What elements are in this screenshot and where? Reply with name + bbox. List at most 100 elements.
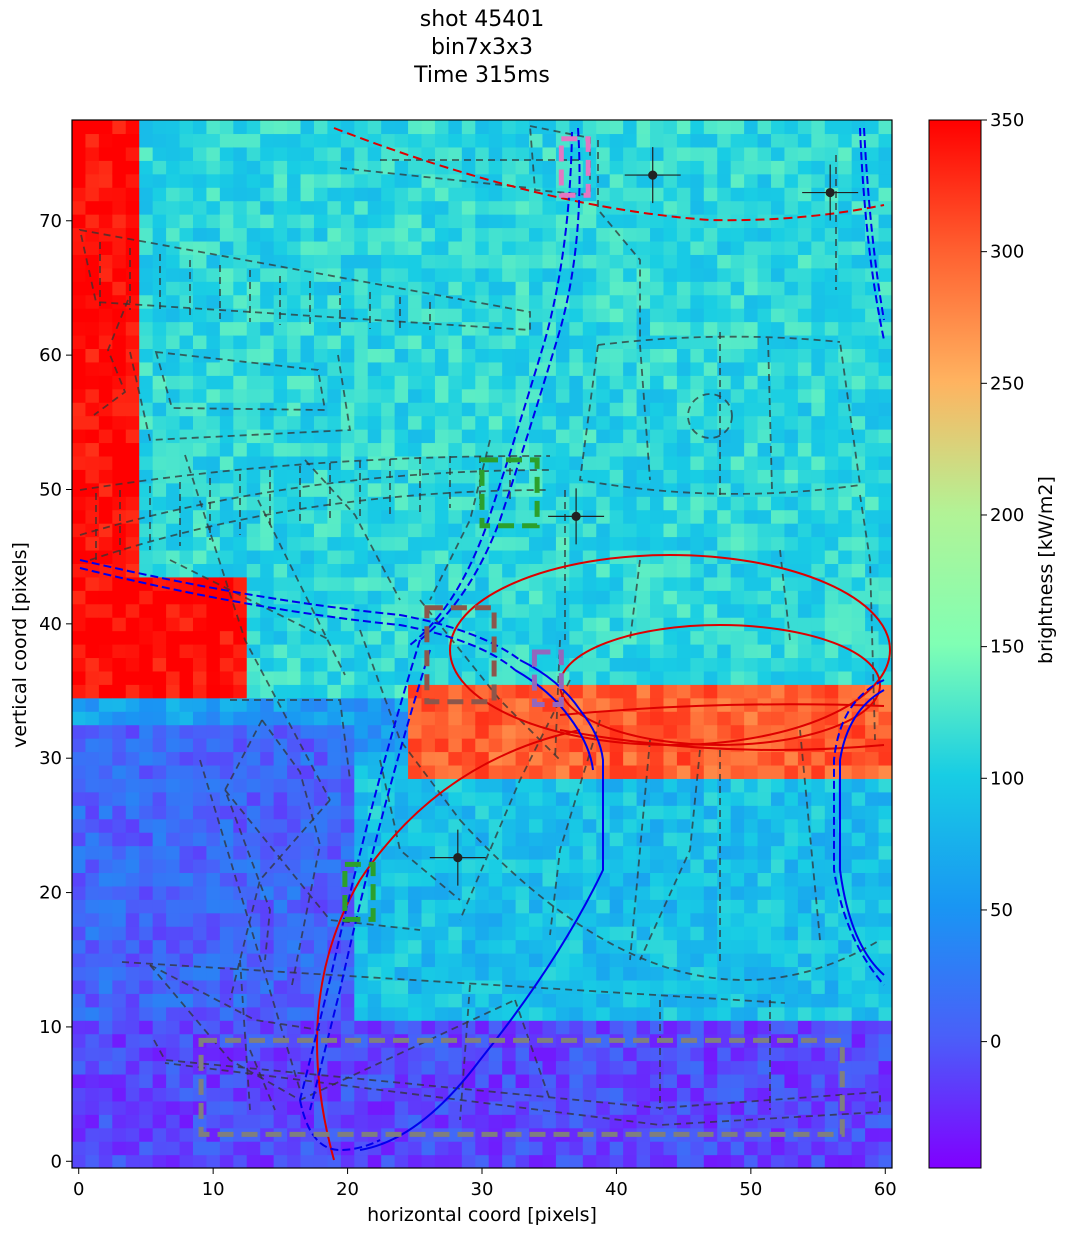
heatmap-cell [851,617,866,632]
heatmap-cell [730,402,745,417]
heatmap-cell [85,200,100,215]
heatmap-cell [313,240,329,255]
heatmap-cell [824,603,839,618]
heatmap-cell [529,1006,544,1021]
heatmap-cell [340,240,355,255]
heatmap-cell [771,187,786,202]
heatmap-cell [865,214,880,229]
heatmap-cell [287,832,302,847]
heatmap-cell [703,469,718,484]
heatmap-cell [246,939,261,954]
heatmap-cell [851,1141,866,1156]
heatmap-cell [797,187,812,202]
heatmap-cell [636,899,651,914]
heatmap-cell [515,912,530,927]
heatmap-cell [166,832,181,847]
heatmap-cell [663,939,678,954]
heatmap-cell [865,120,880,135]
heatmap-cell [784,778,799,793]
heatmap-cell [300,657,315,672]
heatmap-cell [865,670,880,685]
heatmap-cell [85,214,100,229]
heatmap-cell [98,778,113,793]
heatmap-cell [771,845,786,860]
heatmap-cell [838,120,853,135]
heatmap-cell [246,469,261,484]
heatmap-cell [824,388,839,403]
heatmap-cell [797,388,812,403]
heatmap-cell [300,1060,315,1075]
heatmap-cell [824,953,839,968]
heatmap-cell [166,146,181,161]
heatmap-cell [703,939,718,954]
heatmap-cell [797,845,812,860]
heatmap-cell [623,764,638,779]
heatmap-cell [797,926,812,941]
heatmap-cell [166,240,181,255]
heatmap-cell [703,496,718,511]
y-tick-label: 50 [39,479,62,500]
heatmap-cell [650,1141,665,1156]
heatmap-cell [152,993,167,1008]
heatmap-cell [582,563,597,578]
heatmap-cell [394,858,409,874]
heatmap-cell [448,1047,463,1062]
heatmap-cell [287,348,302,363]
heatmap-cell [192,308,208,323]
heatmap-cell [327,523,342,538]
heatmap-cell [394,334,409,350]
heatmap-cell [152,160,167,175]
heatmap-cell [650,979,665,994]
heatmap-cell [623,402,638,417]
heatmap-cell [367,590,382,605]
heatmap-cell [784,429,799,444]
heatmap-cell [784,751,799,766]
heatmap-cell [408,469,423,484]
heatmap-cell [408,858,423,874]
heatmap-cell [797,281,812,296]
heatmap-cell [623,953,638,968]
heatmap-cell [703,240,718,255]
heatmap-cell [824,644,839,659]
heatmap-cell [139,939,154,954]
heatmap-cell [771,1006,786,1021]
heatmap-cell [166,281,181,296]
heatmap-cell [421,455,436,470]
heatmap-cell [287,885,302,900]
heatmap-cell [408,966,423,981]
heatmap-cell [367,509,382,524]
heatmap-cell [878,1087,892,1102]
heatmap-cell [771,832,786,847]
heatmap-cell [650,442,665,457]
colorbar-tick-label: 350 [990,110,1024,131]
heatmap-cell [408,429,423,444]
heatmap-cell [650,308,665,323]
heatmap-cell [784,939,799,954]
heatmap-cell [287,939,302,954]
heatmap-cell [300,120,315,135]
heatmap-cell [139,348,154,363]
heatmap-cell [260,1154,275,1168]
heatmap-cell [838,281,853,296]
heatmap-cell [219,657,234,672]
heatmap-cell [569,644,584,659]
heatmap-cell [690,254,705,269]
heatmap-cell [851,1033,866,1048]
heatmap-cell [206,240,221,255]
heatmap-cell [623,334,638,350]
heatmap-cell [85,442,100,457]
heatmap-cell [72,939,87,954]
heatmap-cell [367,214,382,229]
heatmap-cell [663,509,678,524]
heatmap-cell [313,563,329,578]
heatmap-cell [797,549,812,564]
heatmap-cell [569,778,584,793]
heatmap-cell [771,267,786,282]
heatmap-cell [555,482,570,497]
heatmap-cell [367,146,382,161]
heatmap-cell [771,644,786,659]
heatmap-cell [865,549,880,564]
heatmap-cell [85,953,100,968]
heatmap-cell [367,442,382,457]
heatmap-cell [166,361,181,376]
